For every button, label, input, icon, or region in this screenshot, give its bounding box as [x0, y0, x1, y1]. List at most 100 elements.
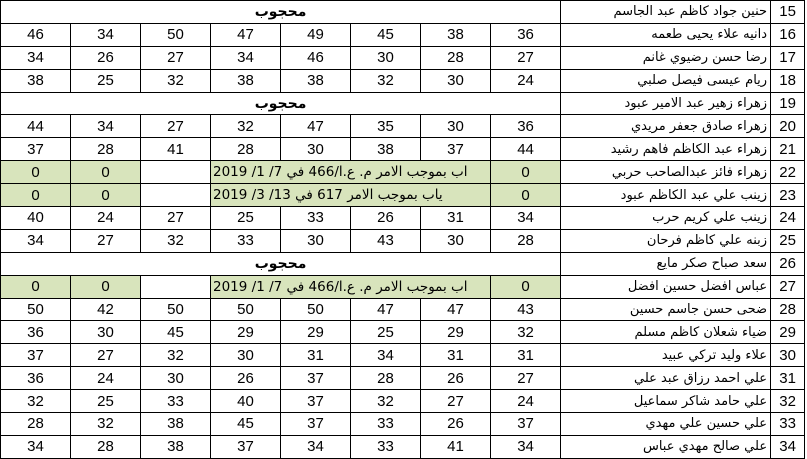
student-name-cell[interactable]: علاء وليد تركي عبيد [560, 343, 772, 368]
grade-cell[interactable]: 43 [489, 297, 562, 322]
row-number-cell[interactable]: 16 [770, 22, 806, 47]
blocked-merged-cell[interactable]: محجوب [0, 251, 562, 276]
grade-cell[interactable]: 34 [350, 343, 421, 368]
grade-cell[interactable]: 31 [420, 206, 491, 230]
student-name-cell[interactable]: رضا حسن رضيوي غانم [560, 45, 772, 70]
grade-cell[interactable]: 31 [420, 343, 491, 368]
student-name-cell[interactable]: عباس افضل حسين افضل [560, 274, 772, 299]
grade-cell[interactable]: 26 [70, 45, 141, 70]
grade-cell[interactable]: 34 [489, 206, 562, 230]
row-number-cell[interactable]: 18 [770, 68, 806, 93]
grade-cell[interactable]: 28 [489, 228, 562, 253]
student-name-cell[interactable]: سعد صباح صكر مايع [560, 251, 772, 276]
grade-cell[interactable]: 33 [350, 434, 421, 459]
grade-cell[interactable]: 25 [70, 389, 141, 414]
grade-cell[interactable]: 50 [210, 297, 281, 322]
grade-cell[interactable]: 32 [350, 68, 421, 93]
grade-cell[interactable]: 37 [0, 137, 71, 162]
grade-cell[interactable]: 38 [350, 137, 421, 162]
grade-cell[interactable]: 29 [280, 320, 351, 345]
grade-cell[interactable]: 28 [210, 137, 281, 162]
grade-cell[interactable]: 31 [280, 343, 351, 368]
blocked-merged-cell[interactable]: محجوب [0, 0, 562, 24]
grade-cell[interactable]: 37 [0, 343, 71, 368]
student-name-cell[interactable]: علي احمد رزاق عبد علي [560, 366, 772, 391]
grade-cell[interactable]: 26 [350, 206, 421, 230]
grade-cell[interactable]: 33 [210, 228, 281, 253]
grade-cell[interactable]: 26 [420, 366, 491, 391]
grade-cell[interactable]: 50 [140, 22, 211, 47]
row-number-cell[interactable]: 33 [770, 412, 806, 436]
grade-cell[interactable]: 30 [420, 228, 491, 253]
grade-cell[interactable]: 31 [489, 343, 562, 368]
zero-grade-cell[interactable]: 0 [70, 274, 141, 299]
grade-cell[interactable]: 36 [489, 22, 562, 47]
grade-cell[interactable]: 43 [350, 228, 421, 253]
student-name-cell[interactable]: زينب علي عبد الكاظم عبود [560, 183, 772, 208]
student-name-cell[interactable]: علي حسين علي مهدي [560, 412, 772, 436]
grade-cell[interactable]: 33 [140, 389, 211, 414]
student-name-cell[interactable]: زينب علي كريم حرب [560, 206, 772, 230]
grade-cell[interactable]: 28 [0, 412, 71, 436]
grade-cell[interactable]: 33 [350, 412, 421, 436]
grade-cell[interactable]: 28 [70, 434, 141, 459]
grade-cell[interactable]: 27 [420, 389, 491, 414]
grade-cell[interactable]: 34 [0, 45, 71, 70]
row-number-cell[interactable]: 31 [770, 366, 806, 391]
grade-cell[interactable]: 40 [210, 389, 281, 414]
student-name-cell[interactable]: ضحى حسن جاسم حسين [560, 297, 772, 322]
grade-cell[interactable]: 38 [140, 412, 211, 436]
grade-cell[interactable]: 40 [0, 206, 71, 230]
grade-cell[interactable]: 32 [70, 412, 141, 436]
grade-cell[interactable]: 25 [70, 68, 141, 93]
grade-cell[interactable]: 27 [70, 343, 141, 368]
student-name-cell[interactable]: ضياء شعلان كاظم مسلم [560, 320, 772, 345]
student-name-cell[interactable]: علي حامد شاكر سماعيل [560, 389, 772, 414]
grade-cell[interactable]: 37 [489, 412, 562, 436]
zero-grade-cell[interactable]: 0 [70, 183, 141, 208]
grade-cell[interactable]: 32 [140, 343, 211, 368]
grade-cell[interactable]: 32 [0, 389, 71, 414]
grade-cell[interactable]: 24 [70, 206, 141, 230]
empty-grade-cell[interactable] [140, 183, 211, 208]
grade-cell[interactable]: 30 [420, 114, 491, 139]
student-name-cell[interactable]: ريام عيسى فيصل صلبي [560, 68, 772, 93]
grade-cell[interactable]: 47 [280, 114, 351, 139]
grade-cell[interactable]: 32 [489, 320, 562, 345]
grade-cell[interactable]: 34 [0, 228, 71, 253]
zero-grade-cell[interactable]: 0 [489, 160, 562, 185]
grade-cell[interactable]: 38 [420, 22, 491, 47]
zero-grade-cell[interactable]: 0 [0, 274, 71, 299]
student-name-cell[interactable]: زبنه علي كاظم فرحان [560, 228, 772, 253]
grade-cell[interactable]: 34 [210, 45, 281, 70]
grade-cell[interactable]: 27 [489, 366, 562, 391]
row-number-cell[interactable]: 15 [770, 0, 806, 24]
row-number-cell[interactable]: 17 [770, 45, 806, 70]
grade-cell[interactable]: 42 [70, 297, 141, 322]
row-number-cell[interactable]: 28 [770, 297, 806, 322]
grade-cell[interactable]: 34 [489, 434, 562, 459]
grade-cell[interactable]: 37 [420, 137, 491, 162]
grade-cell[interactable]: 50 [140, 297, 211, 322]
grade-cell[interactable]: 27 [140, 114, 211, 139]
row-number-cell[interactable]: 27 [770, 274, 806, 299]
grade-cell[interactable]: 28 [70, 137, 141, 162]
row-number-cell[interactable]: 21 [770, 137, 806, 162]
grade-cell[interactable]: 25 [210, 206, 281, 230]
student-name-cell[interactable]: زهراء زهير عبد الامير عبود [560, 91, 772, 116]
grade-cell[interactable]: 37 [280, 412, 351, 436]
row-number-cell[interactable]: 34 [770, 434, 806, 459]
grade-cell[interactable]: 36 [0, 320, 71, 345]
zero-grade-cell[interactable]: 0 [70, 160, 141, 185]
grade-cell[interactable]: 30 [280, 228, 351, 253]
grade-cell[interactable]: 30 [210, 343, 281, 368]
student-name-cell[interactable]: زهراء فائز عبدالصاحب حربي [560, 160, 772, 185]
grade-cell[interactable]: 26 [420, 412, 491, 436]
row-number-cell[interactable]: 25 [770, 228, 806, 253]
grade-cell[interactable]: 44 [0, 114, 71, 139]
student-name-cell[interactable]: علي صالح مهدي عباس [560, 434, 772, 459]
grade-cell[interactable]: 36 [489, 114, 562, 139]
grade-cell[interactable]: 32 [350, 389, 421, 414]
grade-cell[interactable]: 47 [350, 297, 421, 322]
student-name-cell[interactable]: زهراء صادق جعفر مريدي [560, 114, 772, 139]
